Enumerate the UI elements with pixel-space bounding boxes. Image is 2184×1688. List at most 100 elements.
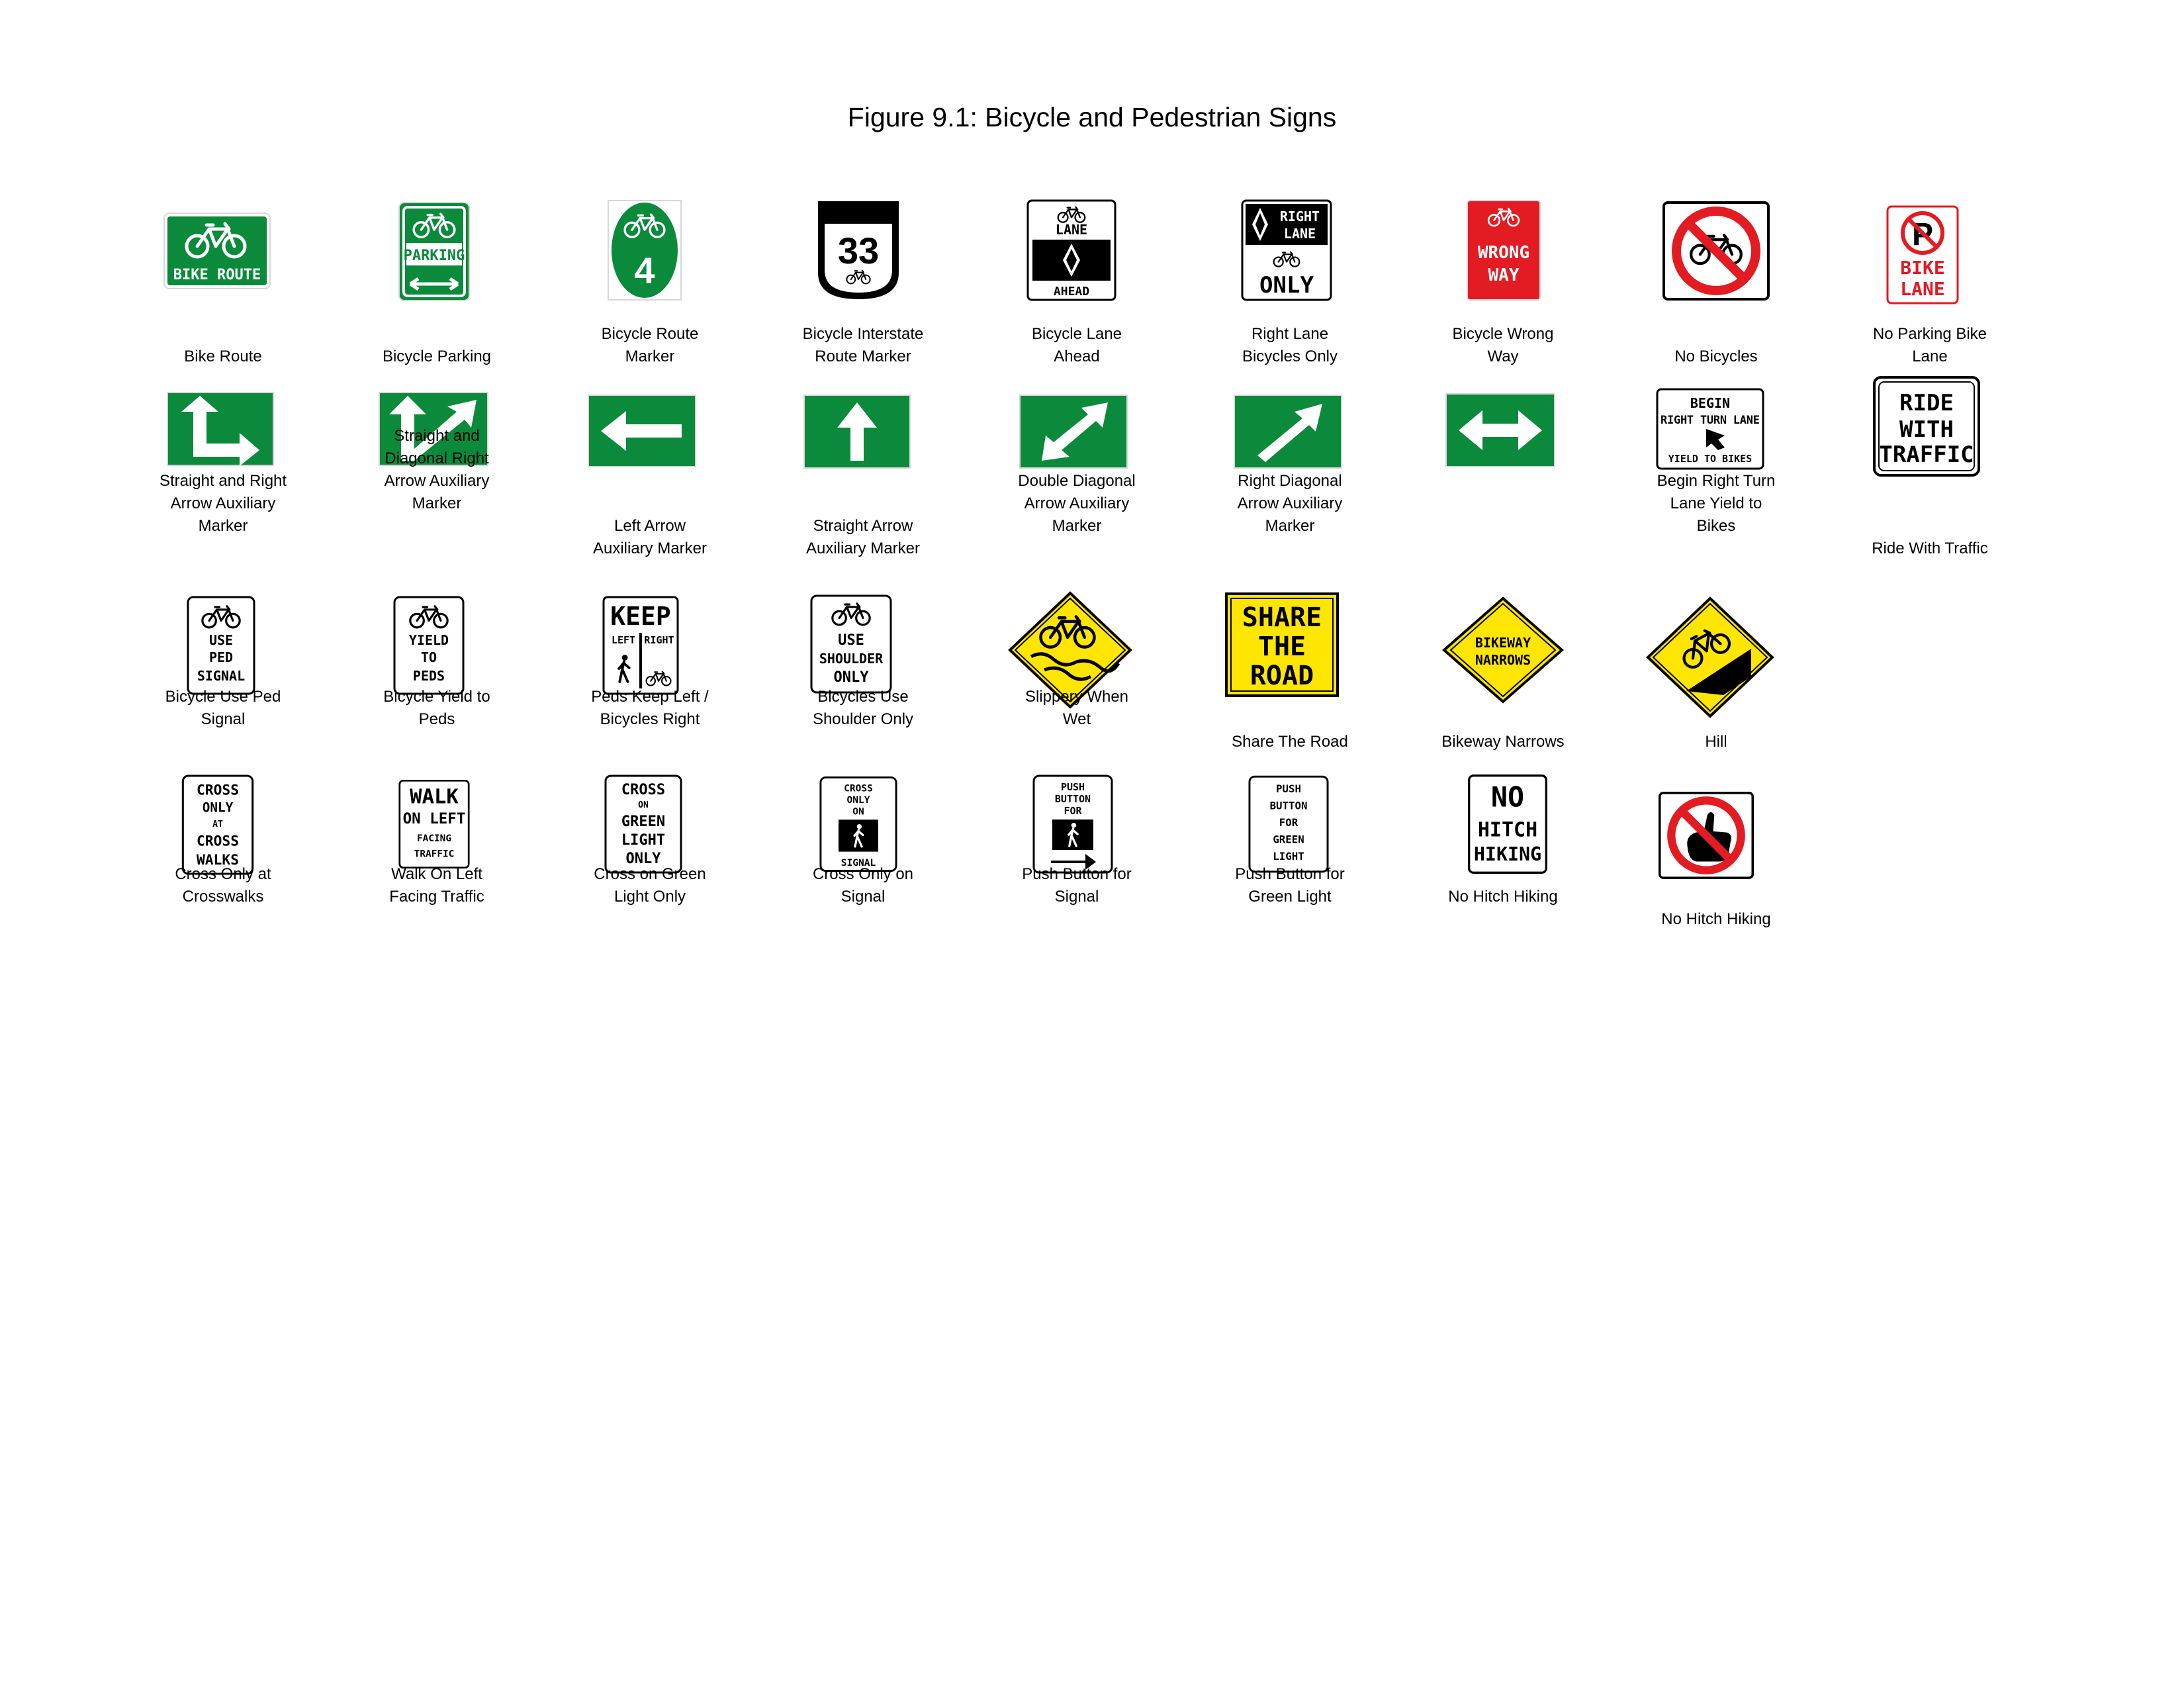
svg-text:RIGHT: RIGHT [644,634,674,646]
push-button-green-sign: PUSH BUTTON FOR GREEN LIGHT [1248,774,1329,874]
svg-text:USE: USE [209,632,233,648]
svg-text:FOR: FOR [1064,805,1082,817]
svg-text:WRONG: WRONG [1478,243,1529,263]
svg-text:ONLY: ONLY [626,851,662,867]
svg-text:AHEAD: AHEAD [1054,285,1089,299]
svg-text:YIELD: YIELD [409,632,449,648]
svg-text:KEEP: KEEP [610,602,671,631]
bicycle-icon: WRONG WAY [1467,200,1541,301]
bicycle-icon: USE PED SIGNAL [187,596,255,695]
svg-text:SIGNAL: SIGNAL [841,858,876,868]
svg-text:BIKEWAY: BIKEWAY [1475,635,1531,651]
double-arrow-icon [1445,393,1555,467]
turn-arrow-icon: BEGIN RIGHT TURN LANE YIELD TO BIKES [1656,388,1764,470]
svg-text:HITCH: HITCH [1478,818,1537,841]
svg-text:PUSH: PUSH [1276,782,1301,795]
sign-caption: Cross Only at Crosswalks [175,865,271,906]
svg-text:BEGIN: BEGIN [1690,395,1730,411]
bicycle-icon: PARKING [398,202,470,301]
sign-caption: Ride With Traffic [1872,539,1988,557]
svg-text:WAY: WAY [1488,265,1520,285]
sign-caption: Straight and Right Arrow Auxiliary Marke… [159,472,287,535]
sign-caption: Bike Route [184,348,262,365]
svg-text:CROSS: CROSS [844,784,873,794]
pedestrian-icon: KEEP LEFT RIGHT [602,596,679,695]
cross-on-green-sign: CROSS ON GREEN LIGHT ONLY [604,774,683,874]
svg-text:LIGHT: LIGHT [1273,850,1304,863]
svg-text:ONLY: ONLY [834,669,870,686]
svg-text:PARKING: PARKING [404,248,465,264]
no-parking-icon: PBIKELANE [1886,205,1959,305]
svg-text:NARROWS: NARROWS [1475,652,1531,668]
svg-text:AT: AT [212,820,223,829]
left-arrow-icon [588,395,696,467]
bikeway-narrows-sign: BIKEWAY NARROWS [1441,596,1565,704]
sign-caption: Bicycles Use Shoulder Only [812,688,914,728]
up-arrow-icon [803,395,911,469]
figure-title: Figure 9.1: Bicycle and Pedestrian Signs [847,102,1337,132]
svg-text:LANE: LANE [1056,222,1087,238]
no-bicycle-icon [1662,201,1770,301]
svg-text:TO: TO [421,649,437,665]
sign-caption: Cross Only on Signal [812,865,914,906]
svg-text:ON: ON [638,800,649,810]
svg-text:ONLY: ONLY [1259,272,1314,299]
svg-text:WALK: WALK [410,786,459,809]
sign-caption: Cross on Green Light Only [594,865,706,906]
sign-caption: No Bicycles [1674,348,1758,365]
svg-text:33: 33 [838,230,879,271]
sign-caption: Push Button for Green Light [1235,865,1345,906]
sign-caption: Double Diagonal Arrow Auxiliary Marker [1018,472,1136,535]
sign-caption: No Hitch Hiking [1448,888,1558,906]
sign-caption: Bicycle Interstate Route Marker [802,325,924,365]
svg-text:LIGHT: LIGHT [621,832,665,849]
sign-caption: Right Lane Bicycles Only [1242,325,1338,365]
walk-signal-icon: PUSH BUTTON FOR [1032,774,1113,874]
svg-text:FACING: FACING [417,833,451,844]
no-hitch-hiking-text-sign: NO HITCH HIKING [1467,774,1549,874]
svg-text:HIKING: HIKING [1474,843,1541,865]
svg-text:ON LEFT: ON LEFT [403,810,466,827]
svg-text:LEFT: LEFT [612,634,635,646]
walk-signal-icon: CROSS ONLY ON SIGNAL [819,774,897,874]
svg-text:ON: ON [852,806,864,817]
diamond-icon: LANE AHEAD [1026,199,1116,301]
svg-text:ONLY: ONLY [847,795,870,806]
svg-text:PUSH: PUSH [1061,781,1085,793]
svg-text:BUTTON: BUTTON [1055,793,1091,805]
bicycle-icon: BIKE ROUTE [163,212,271,289]
svg-text:CROSS: CROSS [197,782,239,798]
svg-text:WALKS: WALKS [197,852,239,868]
svg-text:CROSS: CROSS [621,782,665,798]
svg-text:GREEN: GREEN [1273,833,1304,846]
sign-caption: Peds Keep Left / Bicycles Right [591,688,709,728]
svg-text:LANE: LANE [1900,278,1944,300]
svg-text:SHOULDER: SHOULDER [819,651,884,667]
share-the-road-sign: SHARE THE ROAD [1225,592,1339,697]
no-hitchhiking-icon [1659,776,1754,895]
straight-right-arrow-icon [167,392,274,466]
ride-with-traffic-sign: RIDE WITH TRAFFIC [1873,376,1980,477]
sign-caption: Begin Right Turn Lane Yield to Bikes [1657,472,1776,535]
sign-caption: No Hitch Hiking [1661,910,1771,928]
svg-text:RIDE: RIDE [1899,390,1954,416]
svg-text:RIGHT: RIGHT [1280,209,1320,224]
svg-text:PED: PED [209,649,233,665]
sign-caption: No Parking Bike Lane [1872,325,1987,365]
svg-text:SHARE: SHARE [1242,602,1322,633]
svg-text:BIKE ROUTE: BIKE ROUTE [173,267,261,283]
svg-text:TRAFFIC: TRAFFIC [1879,442,1974,468]
sign-caption: Bicycle Parking [382,348,492,365]
double-diagonal-arrow-icon [1019,395,1128,469]
sign-caption: Bicycle Route Marker [601,325,699,365]
walk-on-left-sign: WALK ON LEFT FACING TRAFFIC [398,774,470,874]
cross-only-at-crosswalks-sign: CROSS ONLY AT CROSS WALKS [164,774,271,875]
diagonal-arrow-icon [1234,395,1342,469]
bicycle-icon: YIELD TO PEDS [393,596,465,695]
sign-caption: Hill [1705,733,1727,751]
sign-caption: Straight Arrow Auxiliary Marker [805,517,921,557]
svg-text:SIGNAL: SIGNAL [197,668,245,684]
sign-caption: Bicycle Wrong Way [1452,325,1554,365]
svg-text:RIGHT TURN LANE: RIGHT TURN LANE [1661,414,1760,427]
svg-text:WITH: WITH [1899,416,1954,443]
